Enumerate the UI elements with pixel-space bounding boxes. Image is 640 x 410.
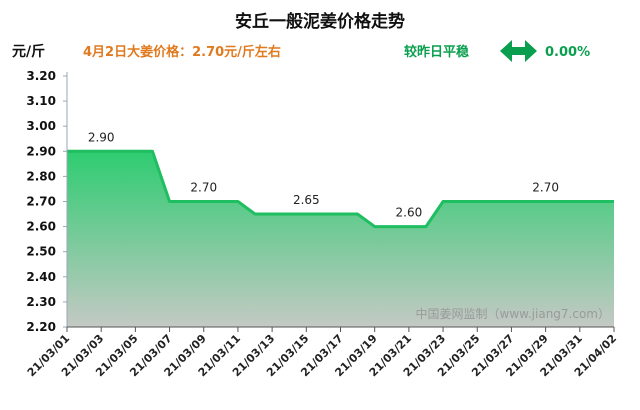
price-line	[67, 149, 614, 229]
y-tick-label: 3.00	[26, 119, 56, 133]
price-note: 4月2日大姜价格：2.70元/斤左右	[83, 44, 281, 60]
y-tick-label: 2.20	[26, 320, 56, 334]
y-tick-label: 2.60	[26, 220, 56, 234]
y-tick-label: 2.80	[26, 169, 56, 183]
y-tick-label: 2.30	[26, 295, 56, 309]
y-tick-label: 2.70	[26, 195, 56, 209]
compare-label: 较昨日平稳	[404, 44, 469, 60]
data-label: 2.70	[532, 181, 559, 195]
data-label: 2.65	[293, 193, 320, 207]
y-tick-label: 3.20	[26, 69, 56, 83]
data-label: 2.90	[88, 130, 115, 144]
y-tick-label: 3.10	[26, 94, 56, 108]
y-tick-label: 2.90	[26, 144, 56, 158]
price-area	[67, 151, 614, 327]
plot-area: 2.20 2.30 2.40 2.50 2.60 2.70 2.80 2.90 3.00 3.10…	[25, 69, 619, 379]
chart-title: 安丘一般泥姜价格走势	[235, 11, 405, 32]
double-arrow-icon	[500, 40, 537, 62]
watermark: 中国姜网监制（www.jiang7.com）	[416, 306, 610, 321]
y-tick-label: 2.50	[26, 245, 56, 259]
change-value: 0.00%	[545, 45, 590, 60]
y-tick-label: 2.40	[26, 270, 56, 284]
y-unit-label: 元/斤	[12, 43, 45, 60]
data-label: 2.60	[396, 206, 423, 220]
data-label: 2.70	[190, 181, 217, 195]
